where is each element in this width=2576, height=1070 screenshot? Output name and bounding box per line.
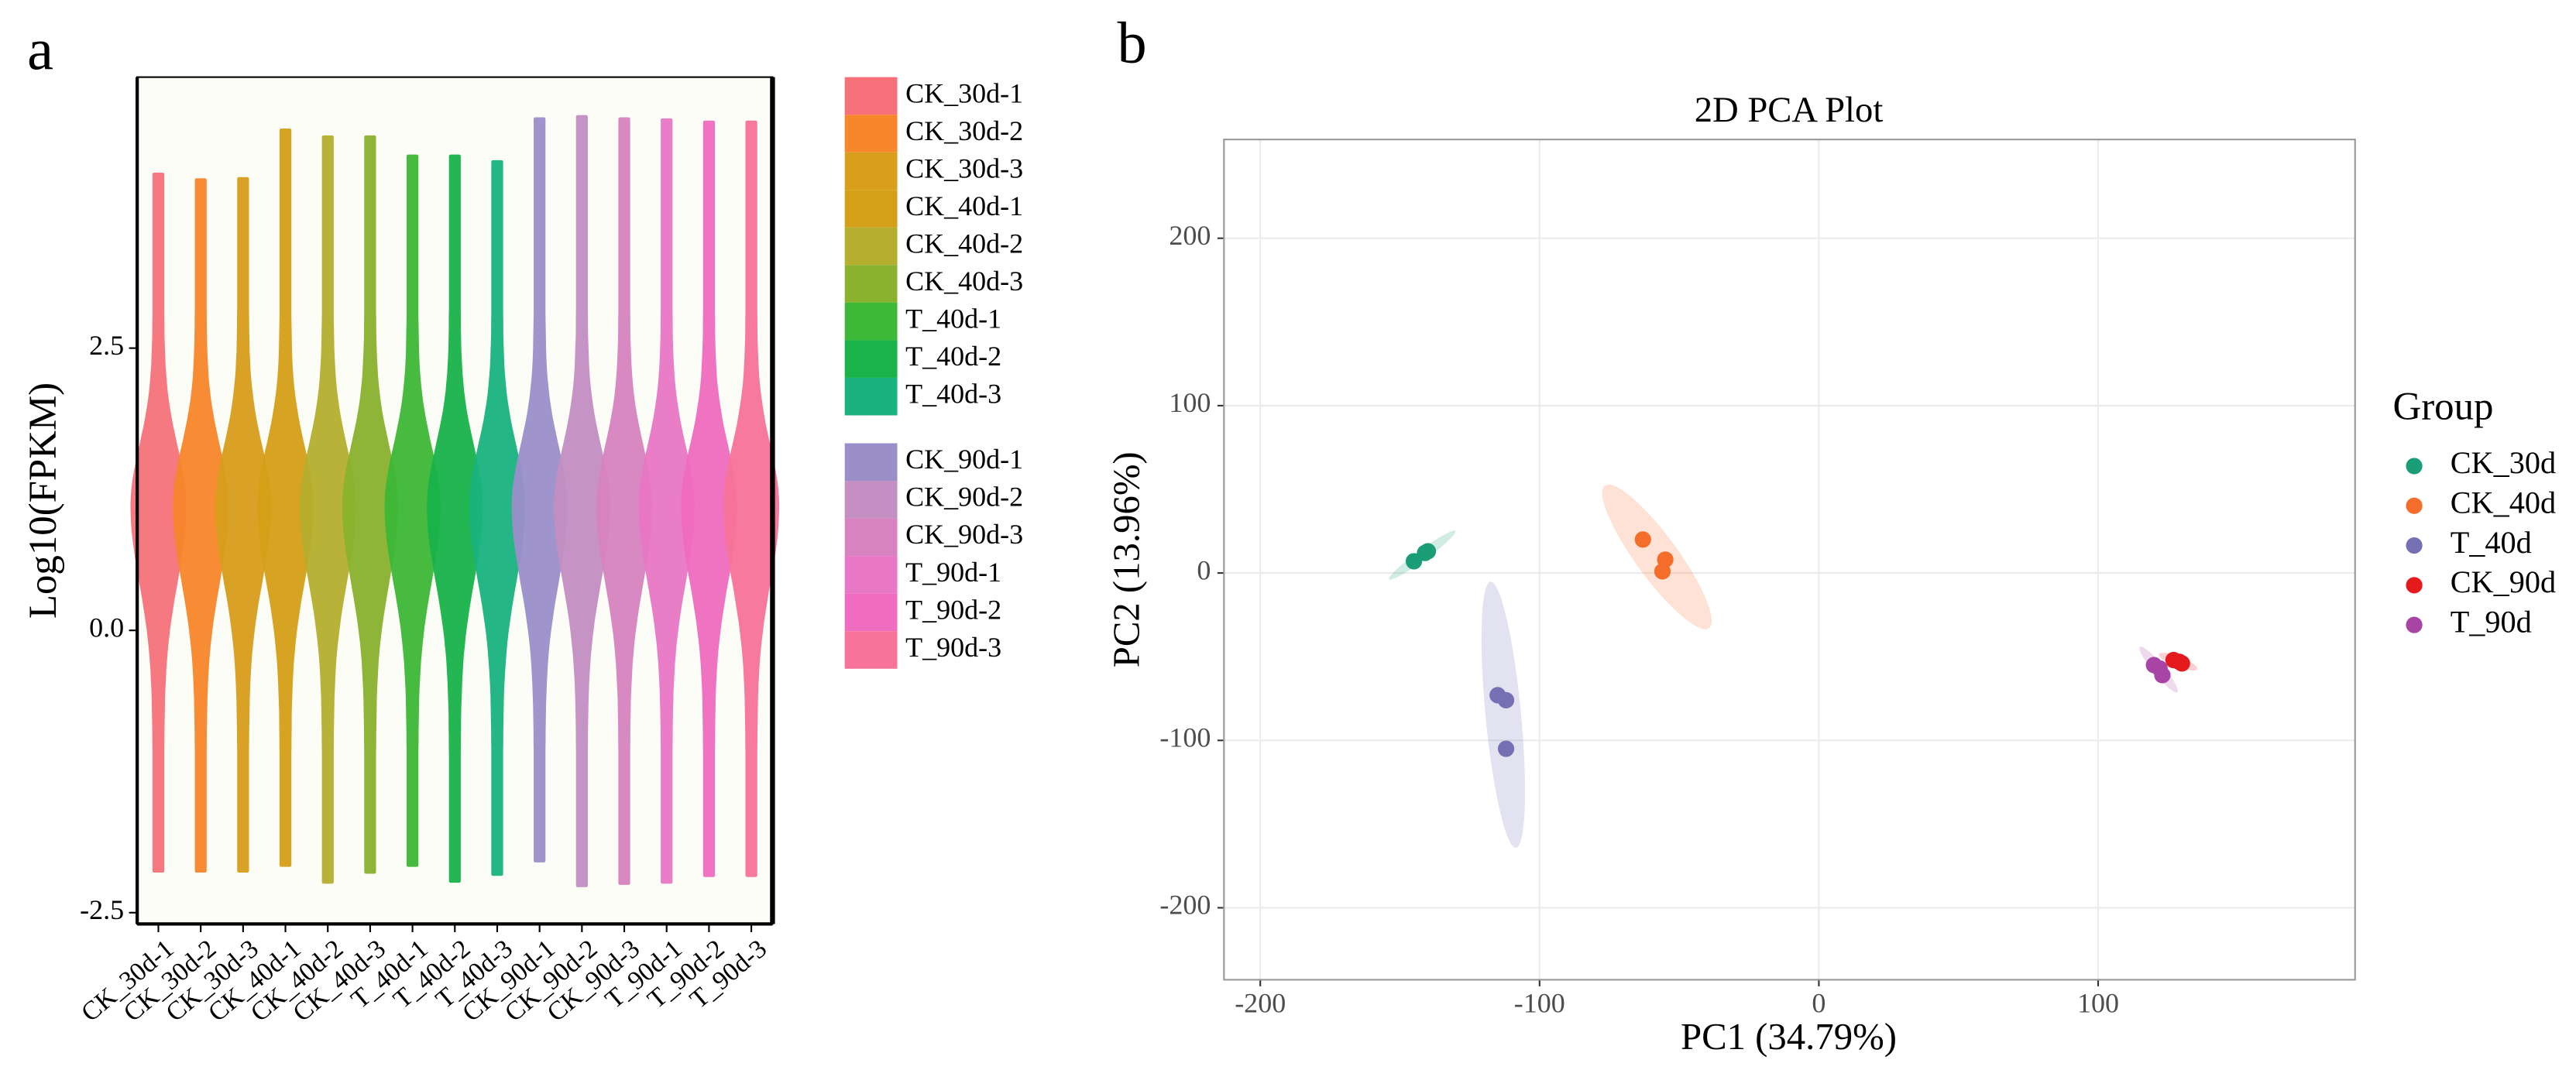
legend-label: T_40d-1 — [905, 304, 1001, 334]
legend-swatch — [844, 631, 898, 669]
legend-swatch — [844, 227, 898, 266]
point — [1634, 531, 1651, 548]
legend-label: CK_90d — [2451, 564, 2556, 599]
confidence-ellipse — [1602, 484, 1712, 629]
y-tick-label: -100 — [1159, 722, 1211, 753]
legend-marker — [2406, 616, 2423, 633]
legend-label: T_90d-3 — [905, 632, 1001, 663]
y-axis-label: PC2 (13.96%) — [1106, 451, 1148, 667]
violin — [554, 115, 610, 887]
point — [1497, 740, 1515, 757]
legend-swatch — [844, 377, 898, 416]
legend-label: CK_40d-2 — [905, 228, 1023, 259]
violin — [257, 128, 314, 867]
legend-swatch — [844, 77, 898, 115]
legend-swatch — [844, 481, 898, 519]
point — [2154, 667, 2171, 684]
y-tick-label: 100 — [1169, 387, 1211, 418]
y-tick-label: 0.0 — [89, 612, 124, 643]
legend-marker — [2406, 497, 2423, 514]
y-tick-label: 2.5 — [89, 330, 124, 361]
legend-title: Group — [2393, 386, 2494, 429]
legend-label: T_90d-1 — [905, 557, 1001, 588]
legend-label: CK_90d-1 — [905, 444, 1023, 475]
panel-label: a — [27, 17, 53, 83]
chart-title: 2D PCA Plot — [1695, 90, 1884, 130]
legend-swatch — [844, 190, 898, 228]
violin — [384, 154, 441, 867]
y-tick-label: 0 — [1197, 554, 1211, 585]
legend-swatch — [844, 518, 898, 557]
violin — [427, 154, 483, 883]
violin — [173, 178, 229, 873]
legend-marker — [2406, 537, 2423, 554]
legend-label: T_40d-2 — [905, 341, 1001, 372]
violin — [130, 172, 187, 873]
violin — [215, 177, 271, 873]
violin — [469, 159, 526, 876]
legend-label: CK_40d — [2451, 485, 2556, 520]
violin — [342, 135, 398, 874]
x-tick-label: 100 — [2077, 988, 2119, 1019]
x-axis-label: PC1 (34.79%) — [1681, 1016, 1897, 1058]
legend-label: CK_30d-1 — [905, 77, 1023, 108]
plot-background — [1224, 139, 2355, 980]
x-tick-label: 0 — [1812, 988, 1826, 1019]
legend-swatch — [844, 443, 898, 482]
point — [2170, 653, 2188, 670]
violin — [300, 135, 356, 884]
legend-label: CK_40d-1 — [905, 190, 1023, 221]
legend-marker — [2406, 577, 2423, 594]
legend-swatch — [844, 340, 898, 378]
panel-label: b — [1118, 10, 1147, 76]
legend-label: T_90d-2 — [905, 594, 1001, 625]
legend-label: CK_90d-3 — [905, 519, 1023, 550]
legend-swatch — [844, 593, 898, 632]
x-tick-label: -200 — [1235, 988, 1286, 1019]
confidence-ellipse — [1481, 581, 1526, 849]
point — [1497, 691, 1515, 708]
legend-swatch — [844, 302, 898, 341]
legend-label: CK_30d-3 — [905, 153, 1023, 183]
violin — [681, 120, 737, 877]
y-axis-label: Log10(FPKM) — [22, 382, 65, 619]
legend-marker — [2406, 458, 2423, 475]
point — [1419, 543, 1437, 560]
legend-swatch — [844, 265, 898, 303]
violin — [596, 117, 653, 885]
legend-label: T_40d-3 — [905, 379, 1001, 410]
legend-swatch — [844, 152, 898, 190]
violin — [511, 117, 568, 863]
legend-swatch — [844, 115, 898, 153]
legend-swatch — [844, 556, 898, 594]
legend-label: CK_30d — [2451, 445, 2556, 480]
violin — [638, 118, 695, 884]
violin — [723, 120, 780, 877]
plot-frame — [1223, 139, 2356, 981]
point — [1405, 553, 1423, 570]
legend-label: CK_30d-2 — [905, 115, 1023, 146]
point — [1654, 563, 1671, 580]
legend-label: T_90d — [2451, 604, 2532, 639]
x-tick-label: -100 — [1514, 988, 1565, 1019]
y-tick-label: 200 — [1169, 220, 1211, 251]
legend-label: T_40d — [2451, 525, 2532, 560]
legend-label: CK_90d-2 — [905, 482, 1023, 513]
y-tick-label: -200 — [1159, 890, 1211, 921]
y-tick-label: -2.5 — [80, 894, 124, 925]
legend-label: CK_40d-3 — [905, 266, 1023, 297]
